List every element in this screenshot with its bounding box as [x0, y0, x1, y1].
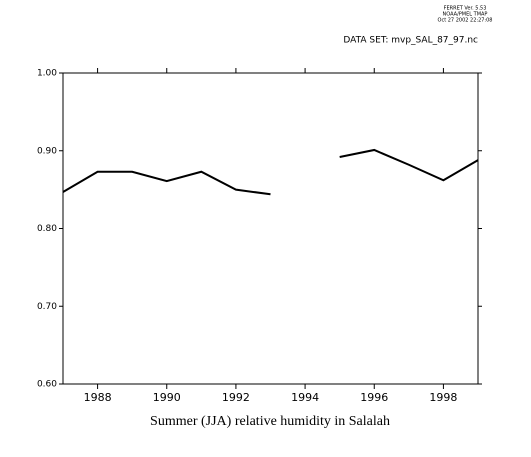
header-line: NOAA/PMEL TMAP	[443, 12, 488, 18]
header-line: FERRET Ver. 5.53	[444, 6, 487, 12]
header-line: Oct 27 2002 22:27:08	[438, 18, 493, 24]
y-tick-label: 1.00	[37, 69, 57, 79]
x-tick-label: 1996	[360, 391, 388, 404]
x-tick-label: 1994	[291, 391, 319, 404]
plot-frame	[62, 72, 479, 385]
x-tick-label: 1998	[429, 391, 457, 404]
chart-title: Summer (JJA) relative humidity in Salala…	[150, 414, 390, 429]
y-tick-label: 0.90	[37, 146, 57, 156]
data-line	[62, 148, 479, 196]
x-tick-label: 1992	[222, 391, 250, 404]
x-tick-label: 1988	[84, 391, 112, 404]
y-tick-label: 0.60	[37, 380, 57, 390]
x-tick-label: 1990	[153, 391, 181, 404]
y-tick-label: 0.70	[37, 302, 57, 312]
y-tick-label: 0.80	[37, 224, 57, 234]
subtitle: DATA SET: mvp_SAL_87_97.nc	[343, 36, 478, 46]
